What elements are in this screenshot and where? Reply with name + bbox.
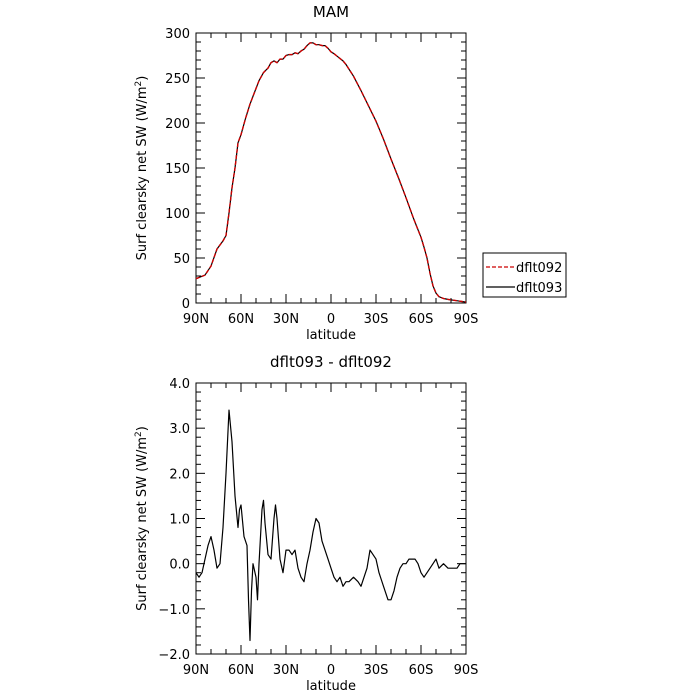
- x-tick-label: 60N: [228, 312, 254, 327]
- y-tick-label: 150: [165, 162, 190, 177]
- y-tick-label: 4.0: [169, 377, 190, 392]
- x-tick-label: 30S: [364, 312, 389, 327]
- y-axis-label: Surf clearsky net SW (W/m2): [134, 76, 150, 261]
- chart-title: dflt093 - dflt092: [270, 353, 392, 371]
- legend-label-dflt092: dflt092: [516, 261, 562, 276]
- y-tick-label: −2.0: [158, 648, 190, 663]
- series-line: [195, 409, 466, 642]
- legend-label-dflt093: dflt093: [516, 281, 562, 296]
- series-line-dflt092: [195, 42, 467, 303]
- series-line-dflt093: [195, 42, 467, 303]
- x-tick-label: 60S: [409, 663, 434, 678]
- y-tick-label: 2.0: [169, 467, 190, 482]
- y-axis-label: Surf clearsky net SW (W/m2): [134, 426, 150, 611]
- plot-frame: [195, 32, 467, 304]
- x-tick-label: 30N: [273, 663, 299, 678]
- legend-box: [482, 252, 567, 298]
- y-tick-label: 300: [165, 27, 190, 42]
- x-tick-label: 90N: [183, 312, 209, 327]
- y-tick-label: 250: [165, 72, 190, 87]
- plot-frame: [195, 382, 467, 655]
- y-tick-label: 200: [165, 117, 190, 132]
- chart-title: MAM: [313, 3, 349, 21]
- y-tick-label: 3.0: [169, 422, 190, 437]
- x-tick-label: 90S: [454, 312, 479, 327]
- x-axis-label: latitude: [306, 328, 356, 343]
- x-tick-label: 30S: [364, 663, 389, 678]
- y-tick-label: 100: [165, 207, 190, 222]
- chart-panel-2: dflt093 - dflt092 90N 60N 30N 0 30S 60S 90S −2.0…: [134, 353, 478, 694]
- x-tick-label: 0: [327, 312, 335, 327]
- x-tick-label: 60N: [228, 663, 254, 678]
- y-tick-label: 0: [182, 297, 190, 312]
- y-tick-label: −1.0: [158, 603, 190, 618]
- legend: dflt092 dflt093: [482, 252, 567, 298]
- x-axis-label: latitude: [306, 679, 356, 694]
- x-tick-label: 0: [327, 663, 335, 678]
- chart-panel-1: MAM 90N 60N 30N 0 30S 60S 90S 0 50 100 150 200 250 300…: [134, 3, 567, 343]
- x-tick-label: 90S: [454, 663, 479, 678]
- y-tick-label: 1.0: [169, 513, 190, 528]
- x-tick-label: 90N: [183, 663, 209, 678]
- y-tick-label: 0.0: [169, 558, 190, 573]
- x-tick-label: 30N: [273, 312, 299, 327]
- x-tick-label: 60S: [409, 312, 434, 327]
- y-tick-label: 50: [173, 252, 190, 267]
